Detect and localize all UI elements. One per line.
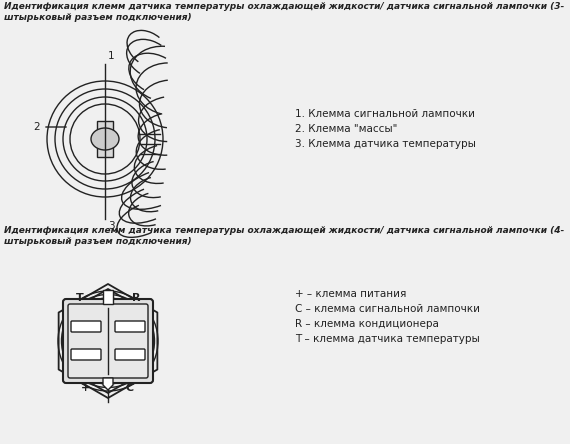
Text: 2. Клемма "массы": 2. Клемма "массы" — [295, 124, 397, 134]
FancyBboxPatch shape — [115, 321, 145, 332]
Text: T – клемма датчика температуры: T – клемма датчика температуры — [295, 334, 480, 344]
Text: C – клемма сигнальной лампочки: C – клемма сигнальной лампочки — [295, 304, 480, 314]
Text: 2: 2 — [34, 122, 40, 132]
Text: + – клемма питания: + – клемма питания — [295, 289, 406, 299]
Text: T: T — [76, 293, 84, 303]
FancyBboxPatch shape — [63, 299, 153, 383]
FancyBboxPatch shape — [115, 349, 145, 360]
Text: Идентификация клемм датчика температуры охлаждающей жидкости/ датчика сигнальной: Идентификация клемм датчика температуры … — [4, 2, 564, 22]
FancyBboxPatch shape — [71, 349, 101, 360]
Text: R: R — [132, 293, 140, 303]
Polygon shape — [103, 378, 113, 390]
FancyBboxPatch shape — [68, 304, 148, 378]
Text: 3. Клемма датчика температуры: 3. Клемма датчика температуры — [295, 139, 476, 149]
Text: C: C — [126, 383, 134, 393]
Text: Идентификация клемм датчика температуры охлаждающей жидкости/ датчика сигнальной: Идентификация клемм датчика температуры … — [4, 226, 564, 246]
Text: 1: 1 — [108, 51, 115, 61]
Ellipse shape — [91, 128, 119, 150]
Bar — [103, 290, 113, 304]
Text: 1. Клемма сигнальной лампочки: 1. Клемма сигнальной лампочки — [295, 109, 475, 119]
Bar — [97, 121, 113, 157]
FancyBboxPatch shape — [71, 321, 101, 332]
Text: +: + — [82, 383, 91, 393]
Text: R – клемма кондиционера: R – клемма кондиционера — [295, 319, 439, 329]
Text: 3: 3 — [108, 221, 115, 231]
